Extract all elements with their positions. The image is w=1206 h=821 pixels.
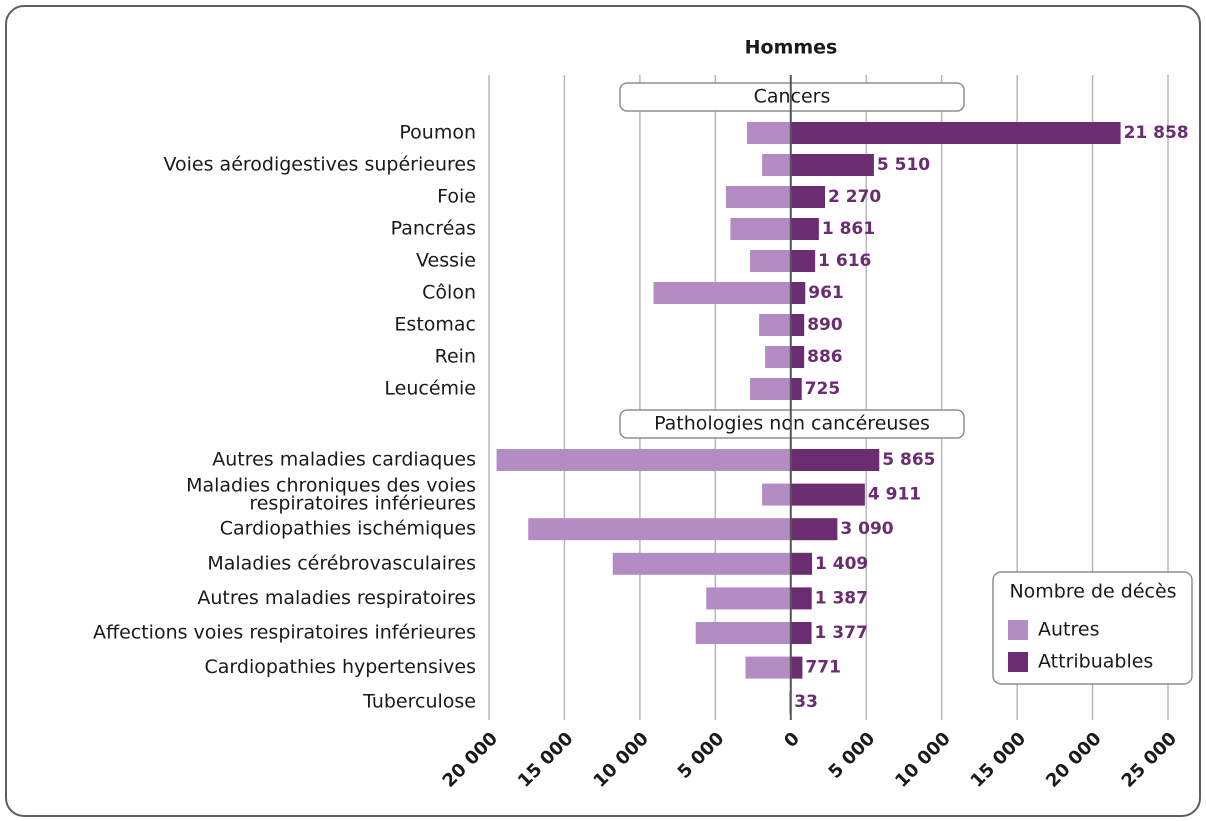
- bar: [790, 449, 880, 471]
- bar: [790, 122, 1121, 144]
- data-label: 886: [807, 347, 843, 367]
- bar: [790, 656, 803, 679]
- bar: [745, 656, 791, 679]
- bar: [725, 186, 791, 208]
- data-label: 21 858: [1124, 123, 1189, 143]
- bar: [759, 314, 791, 336]
- category-label: Maladies cérébrovasculaires: [207, 552, 476, 574]
- group-header: Pathologies non cancéreuses: [654, 413, 930, 435]
- bar: [790, 622, 812, 644]
- data-label: 5 865: [882, 450, 935, 470]
- frame: [5, 5, 1201, 817]
- category-label-line: Maladies chroniques des voies: [186, 474, 476, 496]
- bar: [790, 186, 826, 208]
- category-label-line: respiratoires inférieures: [249, 492, 476, 514]
- category-label: Côlon: [422, 282, 476, 304]
- bar: [653, 282, 791, 304]
- legend-label: Autres: [1038, 619, 1099, 641]
- category-label: Foie: [437, 186, 476, 208]
- legend-swatch: [1008, 652, 1028, 672]
- legend-title: Nombre de décès: [1009, 581, 1176, 603]
- data-label: 1 861: [822, 219, 875, 239]
- legend-box: [992, 571, 1193, 685]
- legend-swatch: [1008, 620, 1028, 640]
- category-label: Rein: [435, 346, 476, 368]
- bar: [790, 282, 806, 304]
- group-header-box: [619, 409, 965, 439]
- data-label: 1 377: [815, 623, 868, 643]
- bar: [496, 449, 791, 471]
- category-label: Leucémie: [384, 378, 476, 400]
- data-label: 4 911: [868, 485, 921, 505]
- bar: [730, 218, 791, 240]
- bar: [790, 314, 805, 336]
- data-label: 1 616: [818, 251, 871, 271]
- bar: [790, 552, 813, 575]
- bar: [790, 587, 812, 610]
- data-label: 961: [808, 283, 844, 303]
- data-label: 5 510: [877, 155, 930, 175]
- data-label: 33: [794, 692, 818, 712]
- bar: [706, 587, 791, 610]
- bar: [528, 518, 791, 541]
- bar: [750, 250, 791, 272]
- category-label: Cardiopathies hypertensives: [205, 656, 477, 678]
- group-header-box: [619, 82, 965, 112]
- bar: [790, 154, 874, 176]
- bar: [612, 552, 791, 575]
- bar: [750, 378, 791, 400]
- data-label: 1 387: [815, 588, 868, 608]
- category-label: Voies aérodigestives supérieures: [164, 154, 477, 176]
- bar: [790, 483, 865, 506]
- category-label: Poumon: [399, 122, 476, 144]
- data-label: 771: [805, 658, 841, 678]
- data-label: 1 409: [815, 554, 868, 574]
- category-label: Pancréas: [391, 218, 476, 240]
- category-label: Autres maladies cardiaques: [212, 449, 476, 471]
- data-label: 2 270: [828, 187, 881, 207]
- category-label: Tuberculose: [362, 691, 476, 713]
- bar: [790, 378, 802, 400]
- bar: [695, 622, 791, 644]
- bar: [790, 518, 838, 541]
- category-label: Autres maladies respiratoires: [197, 587, 476, 609]
- category-label: Affections voies respiratoires inférieur…: [93, 622, 476, 644]
- data-label: 725: [805, 379, 841, 399]
- bar: [790, 250, 816, 272]
- category-label: Vessie: [416, 250, 476, 272]
- bar: [790, 218, 819, 240]
- data-label: 890: [807, 315, 843, 335]
- category-label: Maladies chroniques des voies respiratoir…: [186, 474, 476, 514]
- category-label: Cardiopathies ischémiques: [220, 518, 476, 540]
- group-header: Cancers: [754, 86, 831, 108]
- bar: [765, 346, 791, 368]
- bar: [747, 122, 791, 144]
- legend-label: Attribuables: [1038, 651, 1153, 673]
- bar: [790, 346, 805, 368]
- data-label: 3 090: [840, 519, 893, 539]
- bar: [762, 483, 791, 506]
- chart-title: Hommes: [745, 37, 838, 59]
- category-label: Estomac: [394, 314, 476, 336]
- bar: [762, 154, 791, 176]
